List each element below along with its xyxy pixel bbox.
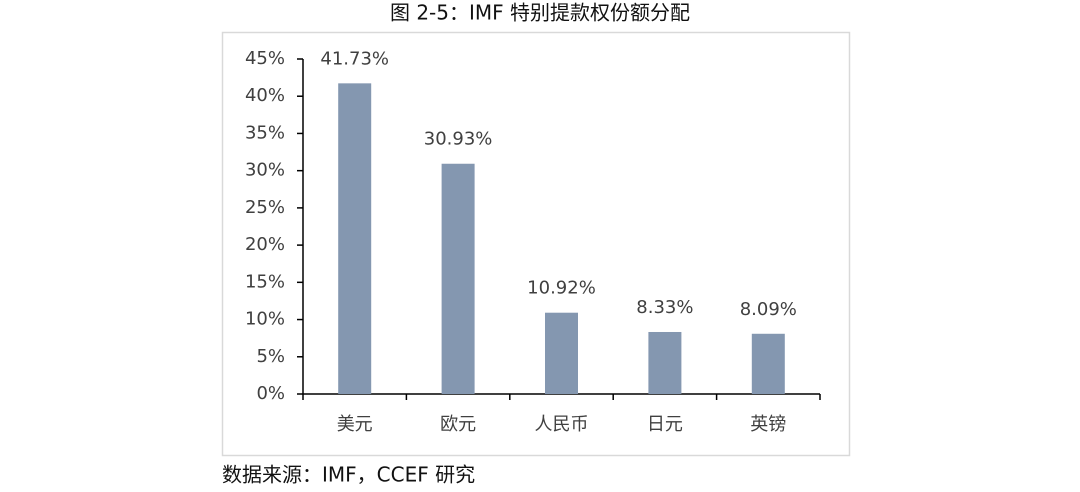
chart-title: 图 2-5：IMF 特别提款权份额分配: [390, 1, 690, 25]
bar: [338, 83, 372, 395]
x-tick-label: 欧元: [440, 414, 476, 435]
bar: [441, 163, 475, 394]
y-tick-label: 10%: [245, 309, 285, 330]
y-tick-label: 45%: [245, 48, 285, 69]
value-label: 30.93%: [424, 129, 493, 150]
y-tick-label: 15%: [245, 271, 285, 292]
bar: [545, 312, 578, 394]
y-tick-label: 20%: [245, 234, 285, 255]
y-tick-label: 0%: [256, 383, 285, 404]
y-tick-label: 5%: [256, 346, 285, 367]
x-tick-label: 美元: [337, 414, 373, 435]
x-tick-label: 英镑: [750, 414, 786, 435]
bar: [751, 333, 785, 394]
value-label: 10.92%: [527, 278, 596, 299]
y-tick-label: 30%: [245, 160, 285, 181]
value-label: 41.73%: [320, 48, 389, 69]
y-tick-label: 40%: [245, 85, 285, 106]
x-tick-label: 人民币: [535, 414, 589, 435]
y-tick-label: 25%: [245, 197, 285, 218]
value-label: 8.33%: [636, 297, 693, 318]
x-tick-label: 日元: [647, 414, 683, 435]
chart-frame: [221, 31, 851, 457]
y-tick-label: 35%: [245, 122, 285, 143]
bar: [648, 331, 682, 394]
source-note: 数据来源：IMF，CCEF 研究: [222, 463, 475, 487]
value-label: 8.09%: [740, 299, 797, 320]
